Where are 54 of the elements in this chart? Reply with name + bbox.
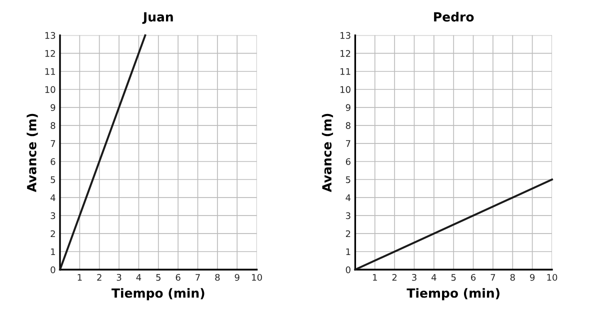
x-tick-label: 10 <box>252 274 262 281</box>
y-tick-label: 6 <box>50 158 56 166</box>
x-tick-label: 2 <box>392 274 397 281</box>
y-tick-label: 5 <box>346 176 350 184</box>
x-tick-label: 6 <box>176 274 180 281</box>
y-tick-label: 12 <box>45 50 55 57</box>
chart-title: Pedro <box>434 12 474 22</box>
y-tick-label: 10 <box>340 86 350 93</box>
x-tick-label: 3 <box>116 274 122 281</box>
y-axis-title: Avance (m) <box>26 114 38 192</box>
x-tick-label: 7 <box>490 274 496 281</box>
y-tick-label: 2 <box>346 230 350 238</box>
y-tick-label: 8 <box>346 122 350 129</box>
x-tick-label: 6 <box>471 274 476 281</box>
y-tick-label: 11 <box>45 68 55 75</box>
y-tick-label: 0 <box>346 266 350 274</box>
y-tick-label: 3 <box>346 212 350 220</box>
y-axis-title: Avance (m) <box>322 114 334 192</box>
y-tick-label: 1 <box>51 248 55 256</box>
x-tick-label: 9 <box>530 274 535 281</box>
y-tick-label: 2 <box>50 230 55 238</box>
y-tick-label: 6 <box>346 158 350 166</box>
y-tick-label: 11 <box>340 68 350 75</box>
y-tick-label: 7 <box>50 140 56 147</box>
x-axis-title: Tiempo (min) <box>112 288 204 300</box>
x-tick-label: 2 <box>97 274 102 281</box>
y-tick-label: 13 <box>340 32 350 39</box>
x-tick-label: 7 <box>196 274 200 281</box>
x-axis-title: Tiempo (min) <box>406 288 500 300</box>
y-tick-label: 8 <box>50 122 56 129</box>
x-tick-label: 1 <box>78 274 82 281</box>
y-tick-label: 10 <box>45 86 56 93</box>
y-tick-label: 13 <box>45 32 56 39</box>
y-tick-label: 9 <box>346 104 350 111</box>
y-tick-label: 3 <box>50 212 56 220</box>
x-tick-label: 3 <box>412 274 416 281</box>
x-tick-label: 9 <box>234 274 240 281</box>
x-tick-label: 10 <box>547 274 558 281</box>
y-tick-label: 5 <box>50 176 56 184</box>
y-tick-label: 7 <box>346 140 350 147</box>
y-tick-label: 0 <box>50 266 56 274</box>
x-tick-label: 4 <box>431 274 436 281</box>
chart-title: Juan <box>142 12 173 24</box>
y-tick-label: 4 <box>346 194 351 201</box>
x-tick-label: 4 <box>136 274 142 281</box>
x-tick-label: 8 <box>510 274 515 281</box>
x-tick-label: 1 <box>373 274 377 281</box>
x-tick-label: 5 <box>451 274 456 281</box>
y-tick-label: 9 <box>50 104 56 111</box>
y-tick-label: 12 <box>340 50 350 57</box>
y-tick-label: 4 <box>50 194 56 201</box>
x-tick-label: 5 <box>156 274 160 281</box>
x-tick-label: 8 <box>215 274 220 281</box>
y-tick-label: 1 <box>346 248 350 256</box>
